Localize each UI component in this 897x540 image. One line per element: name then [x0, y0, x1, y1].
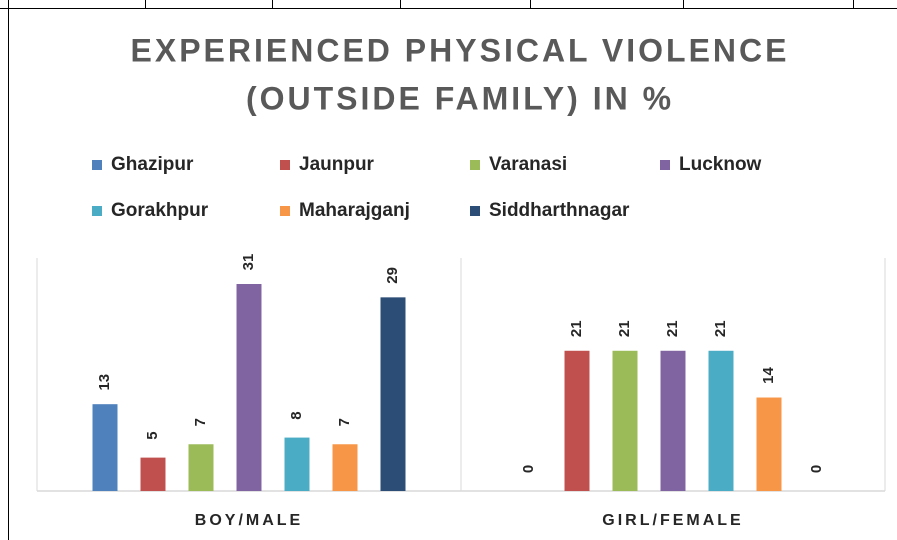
bar: [332, 444, 358, 491]
bar: [708, 350, 734, 491]
x-tick-label: BOY/MALE: [195, 512, 303, 529]
data-label: 21: [712, 320, 729, 337]
legend-label: Jaunpur: [299, 154, 375, 175]
data-label: 14: [760, 367, 777, 384]
legend-swatch: [470, 206, 480, 216]
bar: [188, 444, 214, 491]
data-label: 7: [192, 418, 209, 426]
chart-title: EXPERIENCED PHYSICAL VIOLENCE: [131, 32, 790, 68]
bar: [660, 350, 686, 491]
legend-label: Gorakhpur: [111, 200, 209, 221]
legend-swatch: [470, 160, 480, 170]
legend-swatch: [92, 160, 102, 170]
data-label: 31: [240, 254, 257, 271]
legend-swatch: [280, 160, 290, 170]
data-label: 29: [384, 267, 401, 284]
data-label: 7: [336, 418, 353, 426]
legend-label: Maharajganj: [299, 200, 410, 221]
bar: [92, 404, 118, 491]
bar: [284, 437, 310, 491]
data-label: 21: [568, 320, 585, 337]
legend-swatch: [92, 206, 102, 216]
bar: [380, 297, 406, 491]
data-label: 21: [616, 320, 633, 337]
bar: [756, 397, 782, 491]
chart-title: (OUTSIDE FAMILY) IN %: [246, 80, 674, 116]
bar: [612, 350, 638, 491]
data-label: 8: [288, 411, 305, 419]
bar: [564, 350, 590, 491]
legend-label: Siddharthnagar: [489, 200, 630, 221]
data-label: 5: [144, 431, 161, 439]
x-tick-label: GIRL/FEMALE: [602, 512, 743, 529]
bar: [140, 457, 166, 491]
data-label: 13: [96, 374, 113, 391]
data-label: 0: [808, 465, 825, 473]
data-label: 21: [664, 320, 681, 337]
legend-label: Ghazipur: [111, 154, 194, 175]
legend-swatch: [660, 160, 670, 170]
legend-label: Lucknow: [679, 154, 762, 175]
legend-label: Varanasi: [489, 154, 567, 175]
data-label: 0: [520, 465, 537, 473]
bar: [236, 284, 262, 491]
legend-swatch: [280, 206, 290, 216]
